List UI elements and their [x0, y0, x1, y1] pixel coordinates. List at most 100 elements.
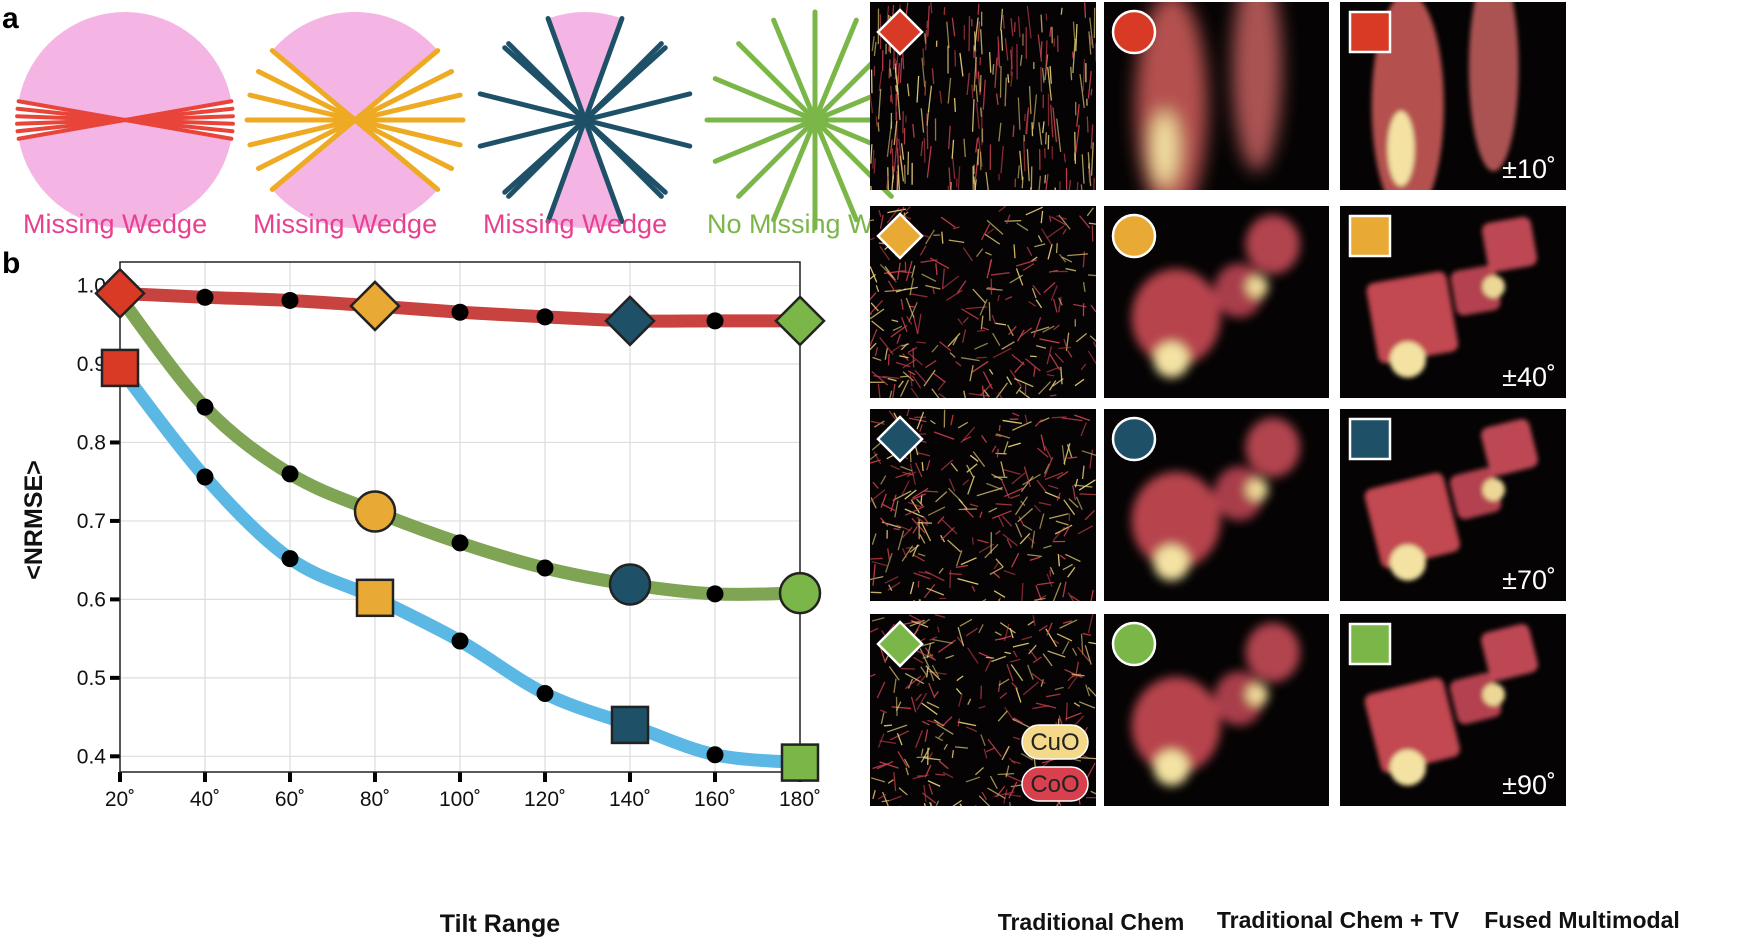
y-axis-title: <NRMSE> — [20, 460, 48, 579]
data-point — [196, 398, 214, 416]
chart-series — [94, 267, 826, 782]
missing-wedge-bottom — [18, 120, 232, 229]
missing-wedge-top — [18, 11, 232, 120]
missing-wedge-top — [272, 12, 438, 121]
marker-diamond — [349, 280, 401, 332]
recon-tile-r2-c3: ±40˚ — [1340, 206, 1566, 398]
recon-tile-r2-c2 — [1104, 206, 1329, 398]
x-tick-label: 140˚ — [609, 788, 651, 811]
data-point — [281, 291, 299, 309]
recon-tile-r4-c3: ±90˚ — [1340, 614, 1566, 806]
reconstruction-grid: ±10˚ ±40˚ ±70˚ CuO CoO ±90˚ — [870, 2, 1566, 806]
x-tick-label: 20˚ — [105, 788, 135, 811]
recon-tile-r1-c1 — [870, 2, 1096, 190]
marker-square — [100, 348, 140, 388]
y-tick-label: 0.9 — [77, 353, 106, 376]
legend-label: CuO — [1030, 729, 1079, 756]
data-point — [196, 288, 214, 306]
data-point — [451, 632, 469, 650]
marker-diamond — [94, 267, 146, 320]
column-label-traditional-chem-tv: Traditional Chem + TV — [1217, 907, 1460, 933]
missing-wedge-bottom — [272, 120, 438, 228]
data-point — [281, 550, 299, 568]
recon-tile-r4-c2 — [1104, 614, 1329, 806]
row-marker-circle — [1111, 9, 1157, 55]
data-point — [706, 746, 724, 764]
recon-tile-r3-c3: ±70˚ — [1340, 409, 1566, 601]
tilt-angle-label: ±10˚ — [1502, 154, 1556, 184]
x-tick-label: 160˚ — [694, 788, 736, 811]
recon-tile-r4-c1: CuO CoO — [870, 614, 1096, 806]
row-marker-square — [1348, 214, 1392, 258]
legend-label: CoO — [1030, 771, 1079, 798]
panel-b-letter: b — [2, 247, 20, 280]
recon-tile-r3-c2 — [1104, 409, 1329, 601]
data-point — [706, 312, 724, 330]
projection-line — [506, 41, 664, 199]
marker-circle — [778, 571, 822, 615]
wedge-diagram-1: Missing Wedge — [15, 11, 235, 239]
row-marker-circle — [1111, 416, 1157, 462]
wedge-label-3: Missing Wedge — [483, 209, 667, 239]
data-point — [451, 303, 469, 321]
data-point — [536, 559, 554, 577]
y-tick-label: 0.6 — [77, 588, 106, 611]
row-marker-square — [1348, 417, 1392, 461]
panel-a-wedges: Missing Wedge Missing Wedge Missing Wedge N… — [15, 9, 933, 239]
projection-line — [269, 48, 441, 192]
recon-tile-r1-c2 — [1104, 2, 1329, 190]
tilt-angle-label: ±70˚ — [1502, 565, 1556, 595]
row-marker-diamond — [876, 212, 924, 260]
chart-axes: 20˚ 40˚ 60˚ 80˚ 100˚ 120˚ 140˚ 160˚ 180˚ 0.4 0.5 0.… — [77, 261, 821, 811]
wedge-label-1: Missing Wedge — [23, 209, 207, 239]
marker-circle — [608, 563, 652, 606]
row-marker-diamond — [876, 8, 924, 56]
chart-gridlines — [119, 262, 801, 772]
row-marker-circle — [1111, 621, 1157, 667]
row-marker-square — [1348, 10, 1392, 54]
missing-wedge-bottom — [548, 120, 622, 228]
wedge-diagram-3: Missing Wedge — [477, 11, 693, 239]
x-tick-label: 180˚ — [779, 788, 821, 811]
tilt-angle-label: ±90˚ — [1502, 770, 1556, 800]
data-point — [536, 308, 554, 326]
panel-a-letter: a — [2, 2, 19, 35]
wedge-label-2: Missing Wedge — [253, 209, 437, 239]
marker-circle — [353, 490, 397, 533]
x-axis-title: Tilt Range — [440, 910, 560, 938]
wedge-diagram-2: Missing Wedge — [244, 12, 466, 239]
x-tick-label: 100˚ — [439, 788, 481, 811]
marker-square — [355, 578, 395, 618]
tilt-angle-label: ±40˚ — [1502, 362, 1556, 392]
y-tick-label: 0.4 — [77, 745, 107, 768]
data-point — [706, 585, 724, 603]
y-tick-label: 0.7 — [77, 510, 106, 533]
row-marker-diamond — [876, 620, 924, 668]
row-marker-square — [1348, 622, 1392, 666]
x-tick-label: 80˚ — [360, 788, 390, 811]
column-label-traditional-chem: Traditional Chem — [998, 909, 1185, 935]
row-marker-diamond — [876, 415, 924, 463]
data-point — [281, 465, 299, 483]
projection-line — [16, 99, 234, 141]
legend-swatch — [1021, 766, 1089, 802]
y-tick-label: 0.8 — [77, 431, 106, 454]
data-point — [451, 534, 469, 552]
y-tick-label: 0.5 — [77, 667, 106, 690]
legend-swatch — [1021, 724, 1089, 760]
row-marker-circle — [1111, 213, 1157, 259]
x-tick-label: 120˚ — [524, 788, 566, 811]
recon-tile-r2-c1 — [870, 206, 1096, 398]
recon-tile-r3-c1 — [870, 409, 1096, 601]
x-tick-label: 40˚ — [190, 788, 220, 811]
nrmse-chart: 20˚ 40˚ 60˚ 80˚ 100˚ 120˚ 140˚ 160˚ 180˚ 0.4 0.5 0.… — [20, 261, 826, 938]
data-point — [196, 468, 214, 486]
missing-wedge-top — [548, 11, 622, 121]
marker-square — [610, 705, 650, 745]
marker-diamond — [774, 295, 826, 347]
x-tick-label: 60˚ — [275, 788, 305, 811]
recon-tile-r1-c3: ±10˚ — [1340, 2, 1566, 190]
column-label-fused-multimodal: Fused Multimodal — [1484, 907, 1680, 933]
marker-diamond — [604, 295, 656, 347]
